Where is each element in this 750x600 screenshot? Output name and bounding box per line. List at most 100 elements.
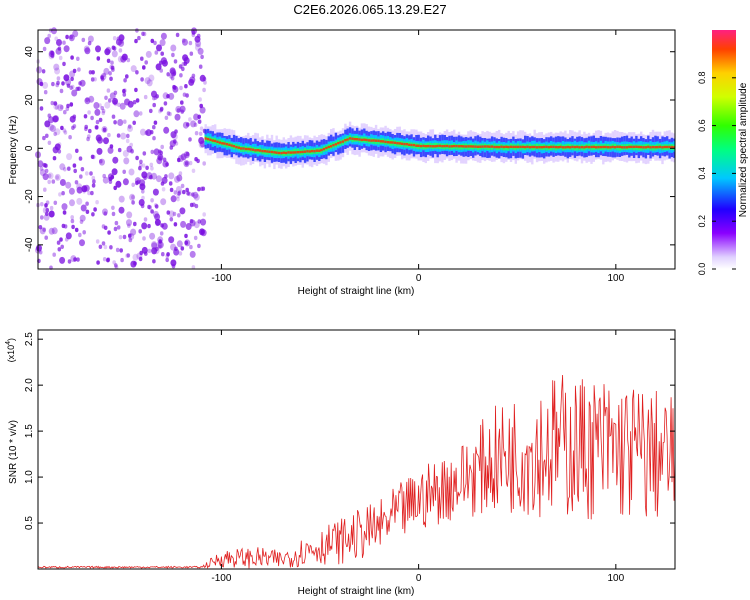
- noise-blob: [112, 46, 117, 51]
- band-cell: [209, 138, 212, 141]
- band-cell: [595, 146, 598, 149]
- noise-blob: [154, 218, 161, 226]
- band-cell: [277, 151, 281, 155]
- noise-blob: [42, 81, 49, 89]
- noise-blob: [188, 40, 193, 46]
- noise-blob: [149, 162, 154, 167]
- noise-blob: [123, 119, 127, 124]
- snr-background: [38, 330, 675, 569]
- noise-blob: [182, 38, 188, 46]
- band-cell: [547, 146, 551, 149]
- band-cell: [493, 145, 496, 149]
- noise-blob: [166, 252, 170, 257]
- band-cell: [320, 148, 323, 152]
- band-cell: [474, 145, 477, 148]
- noise-blob: [111, 205, 115, 210]
- noise-blob: [114, 220, 119, 226]
- noise-blob: [150, 209, 154, 214]
- band-cell: [391, 141, 394, 144]
- noise-blob: [56, 39, 62, 46]
- noise-blob: [194, 35, 201, 43]
- noise-blob: [104, 101, 111, 109]
- noise-blob: [179, 85, 183, 91]
- snr-x-label: Height of straight line (km): [298, 586, 415, 597]
- noise-blob: [96, 56, 101, 61]
- noise-blob: [128, 233, 135, 240]
- noise-blob: [156, 44, 162, 52]
- band-cell: [405, 143, 409, 146]
- noise-blob: [102, 173, 106, 179]
- noise-blob: [95, 45, 101, 53]
- band-cell: [251, 148, 255, 151]
- noise-blob: [95, 134, 102, 142]
- noise-blob: [164, 115, 169, 121]
- band-cell: [408, 143, 411, 146]
- noise-blob: [149, 108, 153, 114]
- band-cell: [666, 145, 669, 149]
- band-cell: [337, 142, 340, 145]
- band-cell: [512, 145, 515, 149]
- noise-blob: [133, 261, 137, 266]
- noise-blob: [62, 210, 67, 215]
- band-cell: [673, 146, 676, 149]
- band-cell: [576, 145, 579, 149]
- noise-blob: [78, 81, 82, 86]
- noise-blob: [150, 166, 154, 171]
- noise-blob: [75, 86, 79, 92]
- band-cell: [230, 144, 233, 147]
- noise-blob: [198, 64, 203, 69]
- noise-blob: [200, 54, 204, 60]
- noise-blob: [65, 232, 72, 240]
- noise-blob: [84, 97, 91, 105]
- band-cell: [604, 145, 607, 149]
- noise-blob: [145, 129, 152, 137]
- noise-blob: [152, 136, 156, 141]
- noise-blob: [148, 74, 155, 82]
- noise-blob: [125, 138, 130, 144]
- noise-blob: [76, 186, 83, 194]
- noise-blob: [135, 155, 139, 161]
- band-cell: [322, 147, 326, 151]
- noise-blob: [83, 114, 88, 119]
- noise-blob: [120, 257, 124, 263]
- noise-blob: [128, 237, 133, 243]
- noise-blob: [59, 179, 66, 186]
- noise-blob: [170, 76, 175, 81]
- colorbar-tick-label: 0.6: [697, 119, 707, 132]
- noise-blob: [47, 33, 51, 39]
- noise-blob: [102, 127, 107, 132]
- noise-blob: [150, 38, 155, 44]
- band-cell: [498, 145, 501, 149]
- noise-blob: [39, 166, 44, 171]
- noise-blob: [180, 220, 187, 228]
- noise-blob: [47, 173, 52, 178]
- band-cell: [663, 145, 666, 149]
- noise-blob: [37, 160, 44, 168]
- noise-blob: [153, 120, 158, 125]
- noise-blob: [198, 137, 205, 144]
- noise-blob: [63, 224, 68, 229]
- noise-blob: [120, 132, 127, 140]
- noise-blob: [165, 162, 169, 167]
- noise-blob: [130, 65, 137, 73]
- band-cell: [564, 146, 567, 149]
- noise-blob: [72, 124, 77, 129]
- noise-blob: [42, 135, 46, 141]
- noise-blob: [142, 151, 147, 156]
- noise-blob: [185, 223, 192, 230]
- x-tick-label: 0: [416, 573, 422, 584]
- noise-blob: [126, 253, 131, 258]
- band-cell: [670, 145, 674, 149]
- noise-blob: [44, 203, 48, 208]
- noise-blob: [192, 202, 196, 207]
- band-cell: [275, 151, 278, 154]
- noise-blob: [106, 58, 111, 63]
- noise-blob: [68, 187, 75, 195]
- band-cell: [642, 146, 645, 149]
- noise-blob: [71, 125, 75, 130]
- noise-blob: [49, 205, 54, 211]
- noise-blob: [170, 243, 177, 251]
- noise-blob: [140, 77, 144, 82]
- noise-blob: [59, 88, 64, 94]
- noise-blob: [138, 162, 143, 168]
